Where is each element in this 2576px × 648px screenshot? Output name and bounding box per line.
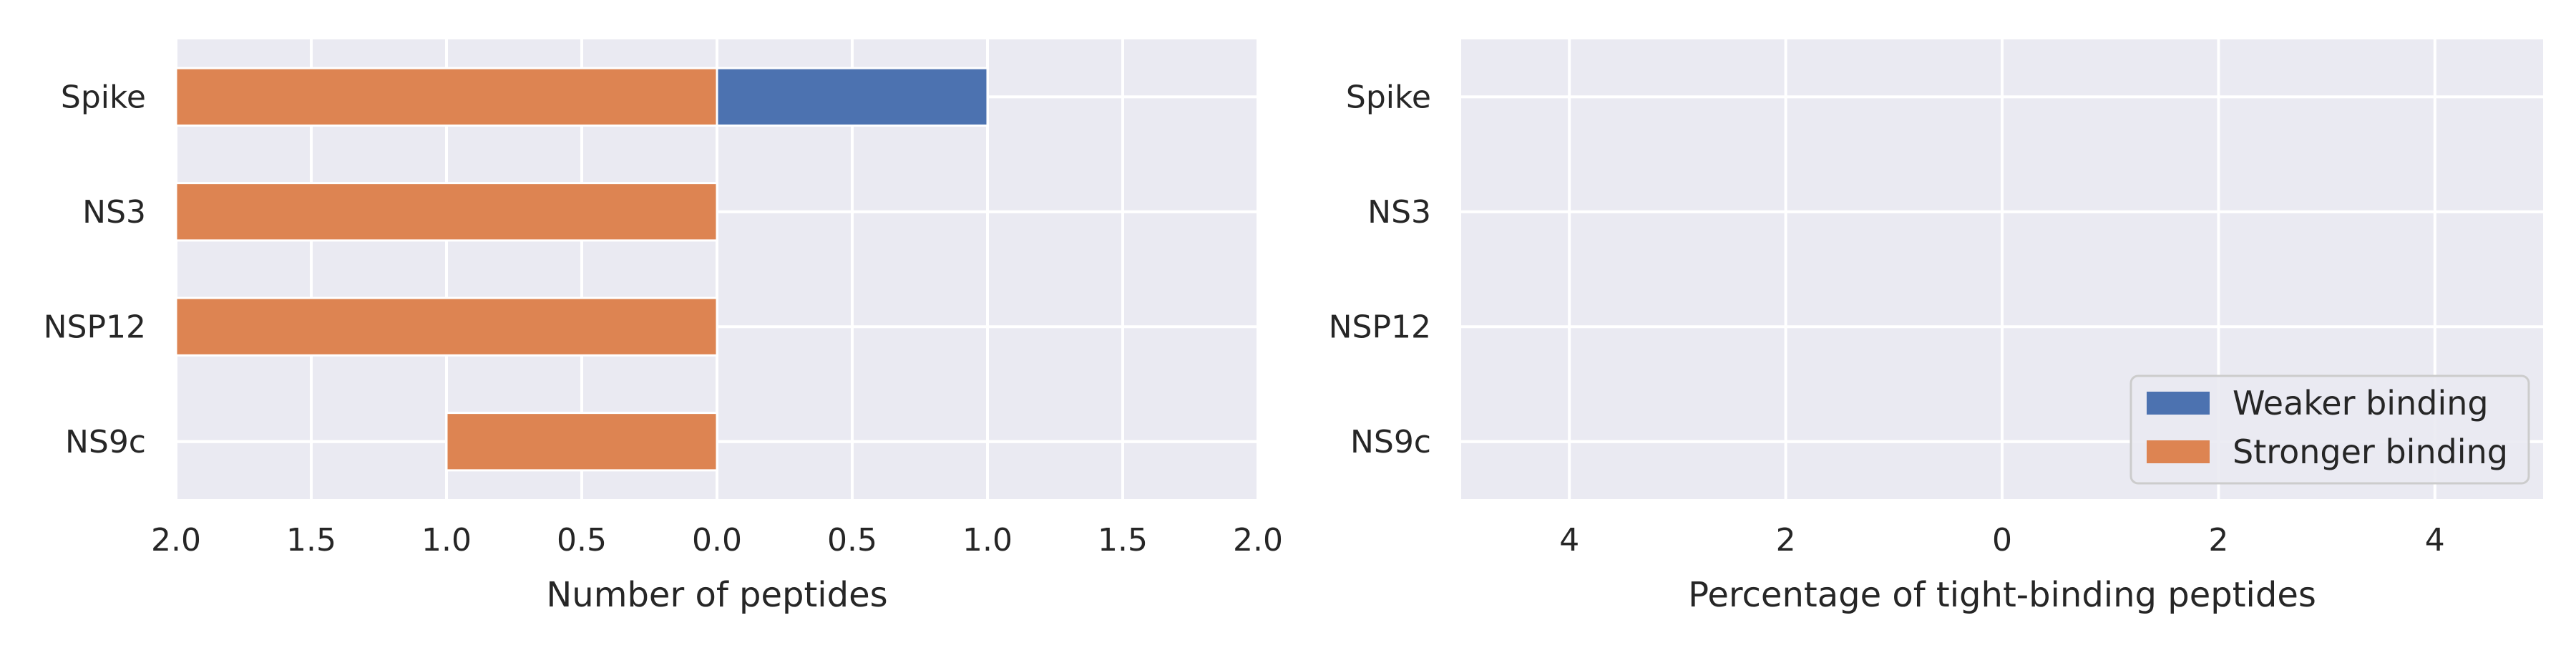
x-tick-label-0-0: 2.0 [151,522,201,558]
x-axis-label-1: Percentage of tight-binding peptides [1688,575,2316,615]
y-tick-label-0-3: NS9c [65,424,146,460]
x-tick-label-0-8: 2.0 [1233,522,1283,558]
x-tick-label-1-2: 0 [1992,522,2012,558]
bar-0-1-1 [175,182,718,242]
x-tick-label-0-2: 1.0 [421,522,472,558]
y-tick-label-0-2: NSP12 [44,309,146,345]
y-tick-label-1-1: NS3 [1367,194,1431,231]
x-tick-label-0-3: 0.5 [557,522,607,558]
x-tick-label-1-3: 2 [2208,522,2228,558]
y-tick-label-1-3: NS9c [1350,424,1431,460]
y-tick-label-1-0: Spike [1346,79,1431,115]
x-tick-label-1-0: 4 [1559,522,1579,558]
legend-label-1: Stronger binding [2233,432,2508,471]
legend-swatch-1 [2147,440,2210,463]
bar-0-1-2 [175,296,718,357]
legend-swatch-0 [2147,392,2210,415]
x-tick-label-0-4: 0.0 [692,522,742,558]
legend-label-0: Weaker binding [2233,384,2489,422]
y-tick-label-0-1: NS3 [82,194,146,231]
bar-0-1-0 [175,67,718,127]
legend-box [2129,374,2530,485]
y-tick-label-0-0: Spike [61,79,146,115]
x-tick-label-0-1: 1.5 [286,522,336,558]
x-axis-label-0: Number of peptides [546,575,887,615]
y-tick-label-1-2: NSP12 [1329,309,1431,345]
x-tick-label-1-4: 4 [2425,522,2445,558]
x-tick-label-1-1: 2 [1776,522,1796,558]
x-tick-label-0-5: 0.5 [827,522,877,558]
x-tick-label-0-7: 1.5 [1098,522,1148,558]
bar-0-1-3 [445,412,718,472]
x-tick-label-0-6: 1.0 [962,522,1013,558]
bar-0-0-0 [716,67,989,127]
